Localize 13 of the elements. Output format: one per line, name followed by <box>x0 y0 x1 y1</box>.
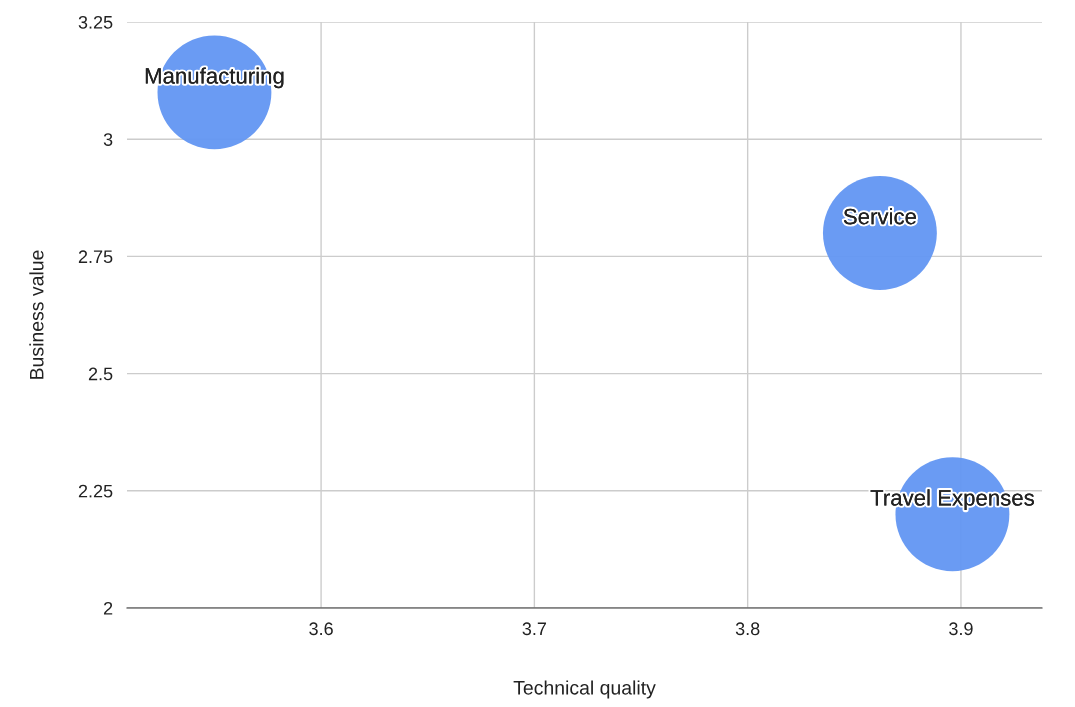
y-tick-label: 2 <box>103 601 113 615</box>
y-tick-label: 3 <box>103 133 113 146</box>
x-tick-label: 3.8 <box>735 622 760 636</box>
x-axis-title: Technical quality <box>513 680 656 699</box>
series-label: Service <box>843 208 916 225</box>
y-tick-label: 2.75 <box>78 250 113 264</box>
x-tick-label: 3.6 <box>309 622 333 636</box>
x-tick-label: 3.7 <box>522 622 547 636</box>
y-tick-label: 3.25 <box>78 15 113 29</box>
x-tick-label: 3.9 <box>949 622 973 636</box>
y-tick-label: 2.5 <box>88 367 113 381</box>
y-axis-title: Business value <box>29 250 44 379</box>
y-tick-label: 2.25 <box>78 484 113 498</box>
